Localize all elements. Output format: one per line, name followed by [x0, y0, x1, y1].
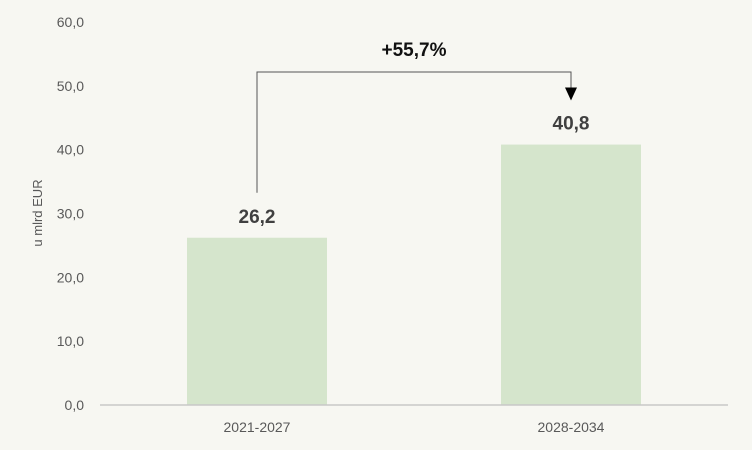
- y-axis-ticks: 0,0 10,0 20,0 30,0 40,0 50,0 60,0: [57, 14, 84, 413]
- bar-value-label: 26,2: [239, 207, 276, 228]
- y-tick-label: 30,0: [57, 206, 84, 222]
- y-tick-label: 20,0: [57, 269, 84, 285]
- bracket-line: [256, 71, 572, 193]
- bar-value-label: 40,8: [553, 114, 590, 135]
- x-axis-labels: 2021-2027 2028-2034: [224, 419, 605, 435]
- growth-percent-label: +55,7%: [382, 40, 447, 61]
- bar: [501, 144, 641, 405]
- x-category-label: 2021-2027: [224, 419, 291, 435]
- y-tick-label: 10,0: [57, 333, 84, 349]
- bar: [187, 237, 327, 405]
- y-tick-label: 60,0: [57, 14, 84, 30]
- y-axis-title: u mlrd EUR: [30, 179, 45, 246]
- y-tick-label: 0,0: [65, 397, 85, 413]
- x-category-label: 2028-2034: [538, 419, 605, 435]
- bars: 26,2 40,8: [187, 114, 641, 405]
- y-tick-label: 40,0: [57, 142, 84, 158]
- y-tick-label: 50,0: [57, 78, 84, 94]
- arrow-head-icon: [565, 87, 577, 101]
- growth-annotation: +55,7%: [256, 40, 577, 193]
